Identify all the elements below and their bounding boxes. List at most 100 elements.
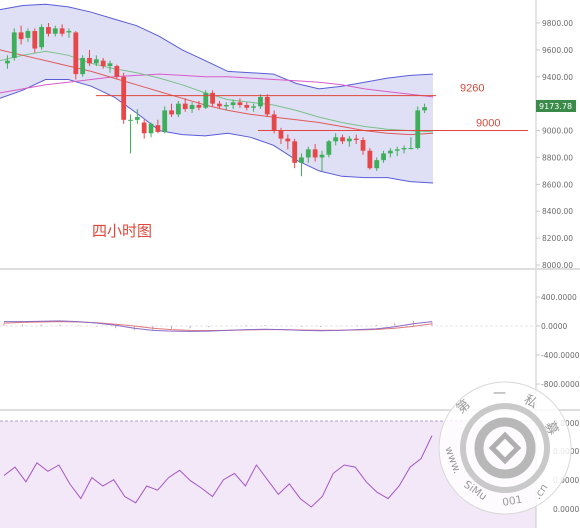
candle xyxy=(169,103,174,118)
candle xyxy=(100,57,106,69)
candle xyxy=(381,150,386,163)
last-price-label: 9173.78 xyxy=(539,102,572,111)
candle xyxy=(148,122,154,138)
candle xyxy=(367,148,373,170)
price-tick-label: 8600.00 xyxy=(542,180,573,189)
moving-average-green xyxy=(0,50,434,133)
annotation-label: 9000 xyxy=(476,118,500,130)
bollinger-lower-line xyxy=(0,79,434,184)
candle xyxy=(258,94,263,110)
svg-text:一: 一 xyxy=(493,387,506,402)
candle xyxy=(32,28,38,53)
macd-tick-label: 400.0000 xyxy=(541,293,577,302)
candle xyxy=(155,119,161,134)
candle xyxy=(251,103,257,112)
oscillator-tick-label: 0.0000 xyxy=(553,476,579,485)
candle xyxy=(66,28,72,38)
candle xyxy=(285,134,291,150)
candle xyxy=(11,28,17,61)
candle xyxy=(87,49,92,67)
bollinger-upper-line xyxy=(0,3,434,90)
candle xyxy=(80,55,86,77)
macd-tick-label: -800.0000 xyxy=(541,380,580,389)
price-tick-label: 9000.00 xyxy=(542,127,573,136)
candle xyxy=(134,109,140,124)
macd-tick-label: -400.0000 xyxy=(541,351,580,360)
macd-histogram xyxy=(3,320,433,331)
candle xyxy=(319,150,325,171)
price-tick-label: 8000.00 xyxy=(542,261,573,270)
candle xyxy=(52,25,58,37)
price-tick-label: 8800.00 xyxy=(542,153,573,162)
candle xyxy=(114,64,120,80)
candle xyxy=(415,106,421,150)
svg-text:私: 私 xyxy=(521,392,540,411)
candle xyxy=(346,135,352,147)
candle xyxy=(39,24,45,50)
price-tick-label: 8200.00 xyxy=(542,234,573,243)
candle xyxy=(107,60,113,73)
price-panel: 9260 9000 四小时图 xyxy=(0,0,536,268)
candle xyxy=(292,138,298,169)
candle xyxy=(408,137,414,150)
candle xyxy=(401,145,407,154)
candle xyxy=(175,100,181,118)
candle xyxy=(387,148,393,158)
candle xyxy=(25,28,31,42)
candle xyxy=(93,55,99,67)
candle xyxy=(189,102,195,114)
candle xyxy=(46,23,51,37)
oscillator-tick-label: 0.0000 xyxy=(553,505,579,514)
price-tick-label: 9400.00 xyxy=(542,73,573,82)
candle xyxy=(312,144,318,162)
moving-average-magenta xyxy=(0,73,434,98)
candle xyxy=(230,99,236,110)
svg-text:募: 募 xyxy=(541,419,560,437)
chart-title: 四小时图 xyxy=(92,222,152,240)
svg-text:001: 001 xyxy=(501,494,523,509)
candle xyxy=(217,100,222,110)
candle xyxy=(237,98,243,108)
candle xyxy=(73,31,79,80)
candle xyxy=(333,133,339,146)
price-tick-label: 8400.00 xyxy=(542,207,573,216)
candle xyxy=(128,114,133,154)
candle xyxy=(244,102,250,111)
candle xyxy=(326,139,332,158)
macd-panel: 400.0000 0.0000 -400.0000 -800.0000 xyxy=(0,270,580,410)
candle xyxy=(196,100,202,111)
annotation-lines: 9260 9000 xyxy=(96,83,528,132)
candle xyxy=(5,55,10,69)
candle xyxy=(264,94,270,118)
candle xyxy=(223,102,229,111)
candle xyxy=(340,134,345,144)
candle xyxy=(162,106,168,134)
candle xyxy=(59,24,65,37)
price-axis: 9800.009600.009400.009200.009000.008800.… xyxy=(535,0,576,270)
candle xyxy=(422,103,427,114)
candle xyxy=(182,98,188,112)
candles-group xyxy=(5,23,427,177)
candle xyxy=(305,146,311,163)
candle xyxy=(353,134,359,144)
macd-tick-label: 0.0000 xyxy=(541,322,567,331)
annotation-label: 9260 xyxy=(460,83,484,95)
candle xyxy=(121,72,127,124)
candle xyxy=(374,157,380,171)
candle xyxy=(360,137,366,155)
bollinger-band-fill xyxy=(0,4,433,184)
candle xyxy=(271,110,277,134)
candle xyxy=(210,90,215,107)
candle xyxy=(203,90,209,110)
macd-line xyxy=(4,320,433,332)
price-tick-label: 9600.00 xyxy=(542,46,573,55)
candle xyxy=(141,119,147,139)
candle xyxy=(394,146,400,157)
oscillator-line xyxy=(3,435,433,508)
candle xyxy=(18,25,24,45)
watermark-seal: 第 一 私 募 www. SiMu 001 .cn xyxy=(438,381,572,515)
last-price-tag xyxy=(536,100,576,112)
moving-average-red xyxy=(0,49,434,136)
candle xyxy=(299,153,304,177)
